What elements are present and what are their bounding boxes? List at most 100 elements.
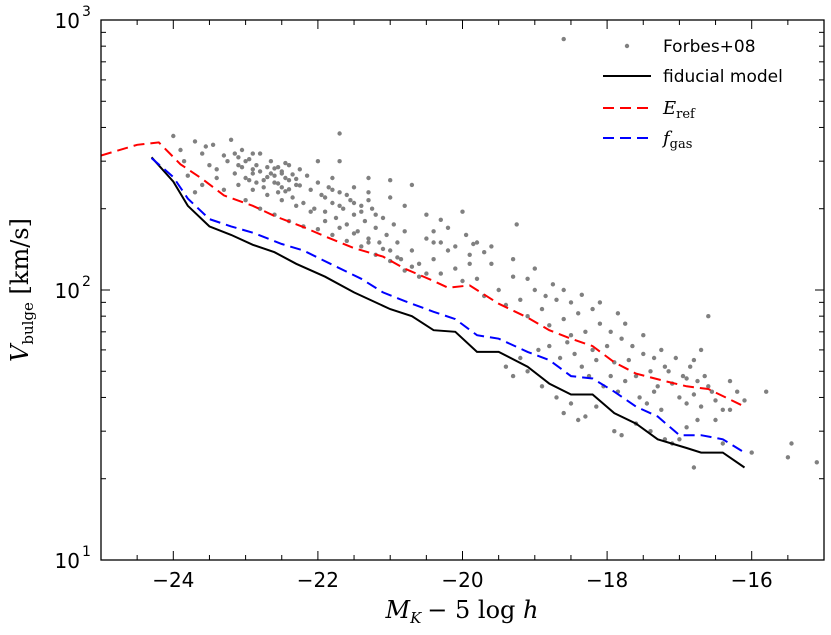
scatter-point [615, 311, 621, 316]
scatter-point [395, 255, 400, 260]
scatter-point [384, 232, 389, 238]
scatter-point [474, 240, 480, 245]
scatter-point [594, 357, 599, 363]
scatter-point [265, 174, 270, 180]
legend-entry-fgas: fgas [603, 128, 692, 152]
scatter-point [243, 159, 248, 164]
scatter-point [377, 240, 382, 245]
scatter-point [789, 441, 794, 446]
scatter-point [597, 300, 603, 305]
scatter-point [322, 218, 328, 224]
scatter-point [388, 178, 393, 183]
scatter-point [275, 165, 281, 170]
scatter-point [294, 176, 299, 182]
line-layer [101, 141, 746, 469]
scatter-point [200, 182, 205, 188]
plot-area [101, 36, 819, 470]
scatter-point [279, 185, 284, 190]
scatter-point [677, 395, 682, 400]
scatter-point [214, 167, 219, 172]
scatter-point [666, 369, 671, 374]
scatter-point [402, 203, 407, 208]
scatter-point [279, 169, 284, 174]
scatter-point [232, 171, 237, 176]
x-tick-label: −16 [731, 568, 773, 592]
x-tick-label: −24 [152, 568, 194, 592]
scatter-point [373, 225, 378, 230]
fiducial-line [150, 156, 746, 469]
scatter-point [214, 175, 219, 181]
scatter-point [684, 376, 689, 381]
scatter-point [203, 144, 208, 149]
scatter-point [424, 271, 429, 276]
scatter-point [391, 222, 396, 227]
scatter-point [688, 364, 693, 369]
scatter-point [453, 244, 458, 249]
scatter-point [525, 276, 530, 281]
scatter-point [651, 389, 657, 394]
scatter-point [579, 292, 584, 297]
scatter-point [695, 417, 700, 423]
scatter-point [576, 311, 581, 316]
scatter-point [532, 287, 537, 293]
scatter-point [337, 131, 342, 136]
scatter-point [337, 159, 342, 164]
y-tick-label: 10 [55, 9, 80, 33]
scatter-point [655, 384, 660, 389]
scatter-point [720, 407, 725, 412]
scatter-point [525, 369, 530, 374]
scatter-point [554, 395, 559, 400]
y-tick-exponent: 1 [82, 544, 91, 560]
scatter-point [561, 287, 566, 293]
scatter-point [243, 198, 248, 203]
scatter-point [388, 248, 393, 253]
scatter-point [388, 195, 393, 200]
scatter-point [359, 209, 364, 214]
scatter-point [355, 229, 360, 234]
scatter-point [641, 333, 646, 338]
scatter-point [568, 401, 574, 406]
scatter-point [536, 347, 541, 353]
scatter-point [192, 139, 198, 144]
scatter-point [749, 450, 754, 455]
scatter-point [467, 261, 472, 266]
scatter-point [680, 373, 686, 379]
scatter-point [706, 314, 711, 319]
scatter-point [532, 266, 537, 271]
eref-line [101, 141, 745, 408]
scatter-layer [171, 36, 819, 470]
scatter-point [297, 167, 302, 172]
scatter-point [431, 240, 436, 245]
scatter-point [424, 212, 429, 217]
scatter-point [250, 187, 255, 192]
scatter-point [438, 240, 443, 245]
scatter-point [651, 355, 657, 361]
scatter-point [713, 398, 718, 403]
x-tick-label: −20 [441, 568, 483, 592]
legend-marker-points [624, 43, 630, 49]
scatter-point [265, 192, 270, 198]
scatter-point [243, 175, 248, 181]
scatter-point [565, 340, 570, 345]
scatter-point [178, 147, 183, 153]
scatter-point [514, 222, 519, 227]
scatter-point [254, 163, 259, 168]
scatter-point [742, 398, 747, 403]
scatter-point [181, 159, 187, 164]
scatter-point [228, 137, 234, 142]
scatter-point [210, 142, 216, 147]
scatter-point [463, 232, 469, 238]
scatter-point [785, 455, 791, 460]
scatter-point [764, 389, 769, 394]
scatter-point [366, 190, 371, 195]
scatter-point [659, 407, 664, 412]
scatter-point [684, 425, 689, 430]
scatter-point [301, 200, 306, 206]
scatter-point [691, 392, 697, 397]
legend: Forbes+08 fiducial model Eref fgas [603, 37, 783, 152]
scatter-point [366, 240, 371, 245]
scatter-point [561, 410, 566, 416]
scatter-point [272, 166, 277, 171]
